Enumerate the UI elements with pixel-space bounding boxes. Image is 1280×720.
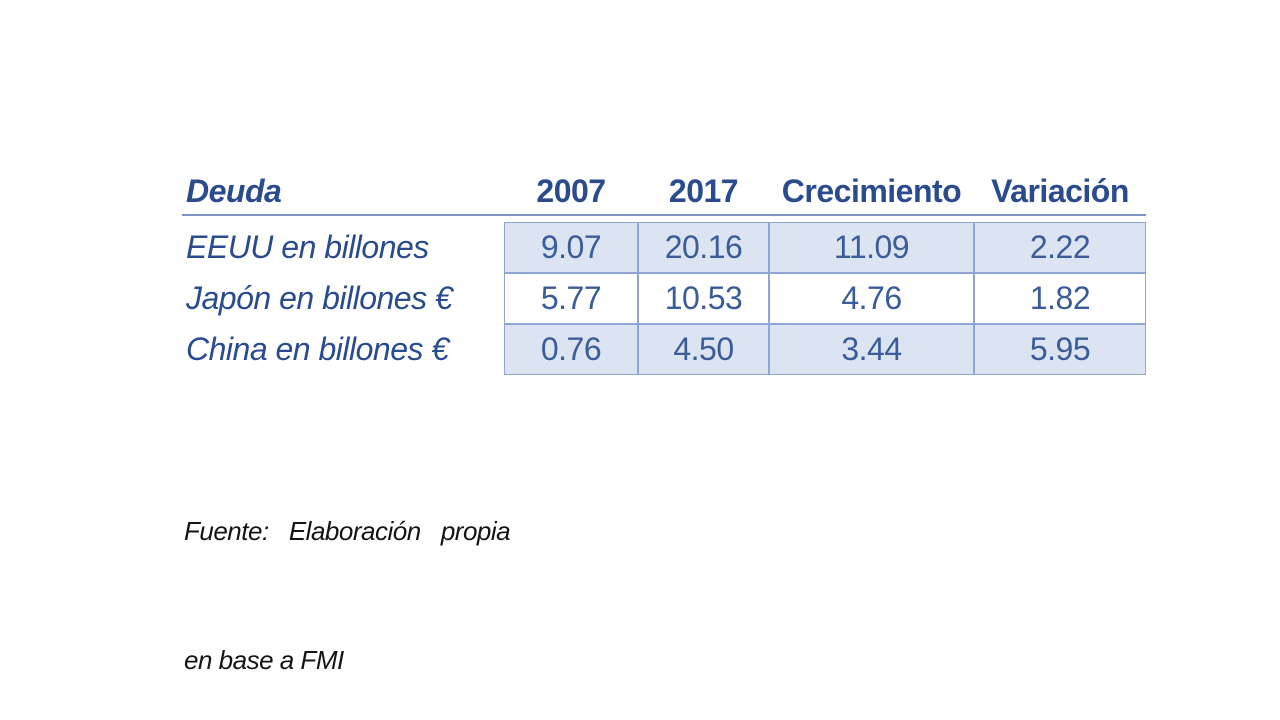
data-cell: 1.82 (974, 273, 1146, 324)
data-cell: 4.76 (769, 273, 974, 324)
source-note: Fuente: Elaboración propia en base a FMI (184, 424, 511, 720)
data-cell: 3.44 (769, 324, 974, 375)
header-cell-variacion: Variación (991, 173, 1129, 209)
data-cell: 20.16 (638, 222, 769, 273)
row-label-china: China en billones € (182, 324, 504, 375)
header-cell-2007: 2007 (536, 173, 606, 209)
source-note-line1: Fuente: Elaboración propia (184, 516, 511, 546)
data-cell: 0.76 (504, 324, 638, 375)
header-cell-deuda: Deuda (186, 173, 282, 209)
data-cell: 5.95 (974, 324, 1146, 375)
source-note-line2: en base a FMI (184, 645, 344, 675)
header-cell-crecimiento: Crecimiento (781, 173, 962, 209)
data-cell: 5.77 (504, 273, 638, 324)
header-underline (182, 214, 1146, 216)
data-cell: 9.07 (504, 222, 638, 273)
debt-table: Deuda 2007 2017 Crecimiento Variación EE… (182, 170, 1146, 375)
data-cell: 10.53 (638, 273, 769, 324)
data-cell: 4.50 (638, 324, 769, 375)
data-cell: 11.09 (769, 222, 974, 273)
row-label-eeuu: EEUU en billones (182, 222, 504, 273)
header-cell-2017: 2017 (668, 173, 739, 209)
row-label-japon: Japón en billones € (182, 273, 504, 324)
data-cell: 2.22 (974, 222, 1146, 273)
